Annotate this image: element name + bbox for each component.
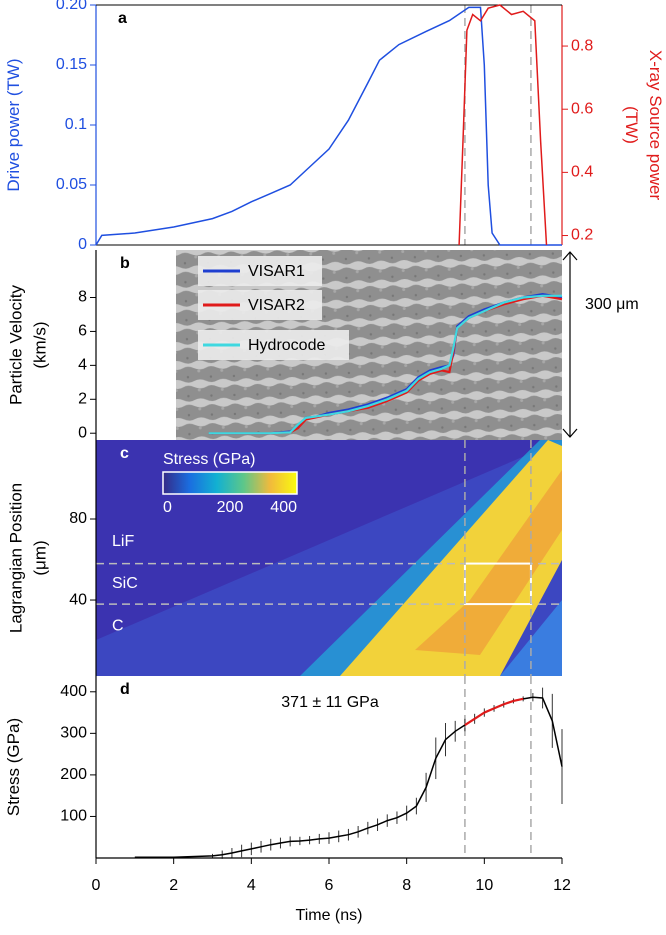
- y-tick-label: 0.1: [65, 116, 87, 133]
- data-line: [208, 294, 562, 435]
- layer-label: LiF: [112, 533, 134, 550]
- axis-label: Drive power (TW): [4, 58, 23, 192]
- y-tick-label: 400: [60, 683, 87, 700]
- heatmap-core: [415, 470, 562, 655]
- highlight-segment: [464, 717, 476, 726]
- panel-label: a: [118, 10, 127, 27]
- axis-label: X-ray Source power (TW): [622, 49, 665, 201]
- y-tick-label: 300: [60, 725, 87, 742]
- highlight-segment: [493, 703, 505, 710]
- legend-label: VISAR2: [248, 297, 305, 314]
- highlight-segment: [483, 707, 495, 714]
- legend-label: Hydrocode: [248, 337, 325, 354]
- x-tick-label: 4: [247, 877, 256, 894]
- x-tick-label: 12: [553, 877, 571, 894]
- panel-a: 0 0.05 0.1 0.15 0.20 0.2 0.4 0.6 0.8 a: [56, 0, 593, 253]
- y-tick-label: 4: [78, 357, 87, 374]
- panel-d: 100 200 300 400 d 0 2 4 6 8 10 12 Time (ns) 371 ± 11 …: [60, 676, 571, 924]
- y-tick-label: 100: [60, 808, 87, 825]
- x-tick-label: 10: [475, 877, 493, 894]
- panel-c: Stress (GPa) 0 200 400 LiF SiC C 40 80 c: [69, 440, 562, 676]
- y-tick-label: 80: [69, 510, 87, 527]
- colorbar-tick-label: 0: [163, 499, 172, 516]
- arrow-head: [562, 251, 578, 438]
- highlight-segment: [513, 697, 524, 703]
- y-tick-label: 0: [78, 424, 87, 441]
- x-tick-label: 2: [169, 877, 178, 894]
- x-tick-label: 0: [92, 877, 101, 894]
- heatmap-band: [340, 440, 562, 676]
- y2-tick-label: 0.8: [571, 37, 593, 54]
- colorbar: [162, 471, 298, 495]
- panel-label: d: [120, 681, 130, 698]
- y-tick-label: 8: [78, 289, 87, 306]
- y2-tick-label: 0.4: [571, 164, 593, 181]
- data-line: [458, 4, 548, 246]
- x-tick-label: 8: [402, 877, 411, 894]
- panel-b: 0 2 4 6 8 b VISAR1 VISAR2 Hydrocode 300 μm: [78, 250, 639, 441]
- panel-label: b: [120, 255, 130, 272]
- y-tick-label: 200: [60, 766, 87, 783]
- layer-label: SiC: [112, 575, 138, 592]
- y-tick-label: 0.05: [56, 176, 87, 193]
- y2-tick-label: 0.6: [571, 100, 593, 117]
- y-tick-label: 40: [69, 591, 87, 608]
- y-tick-label: 0.15: [56, 56, 87, 73]
- data-line: [95, 6, 562, 246]
- colorbar-tick-label: 400: [270, 499, 297, 516]
- annotation: 300 μm: [585, 296, 639, 313]
- y2-tick-label: 0.2: [571, 227, 593, 244]
- y-tick-label: 2: [78, 391, 87, 408]
- x-axis-label: Time (ns): [296, 907, 363, 924]
- y-tick-label: 0: [78, 236, 87, 253]
- colorbar-label: Stress (GPa): [163, 451, 255, 468]
- axis-label: Stress (GPa): [4, 717, 23, 817]
- axis-label: Particle Velocity (km/s): [6, 285, 49, 405]
- highlight-segment: [503, 699, 514, 706]
- x-tick-label: 6: [325, 877, 334, 894]
- layer-label: C: [112, 617, 124, 634]
- colorbar-tick-label: 200: [217, 499, 244, 516]
- panel-label: c: [120, 445, 129, 462]
- legend-label: VISAR1: [248, 263, 305, 280]
- y-tick-label: 0.20: [56, 0, 87, 13]
- axis-label: Lagrangian Position (μm): [6, 482, 49, 634]
- annotation: 371 ± 11 GPa: [281, 694, 379, 711]
- highlight-segment: [474, 711, 485, 720]
- y-tick-label: 6: [78, 323, 87, 340]
